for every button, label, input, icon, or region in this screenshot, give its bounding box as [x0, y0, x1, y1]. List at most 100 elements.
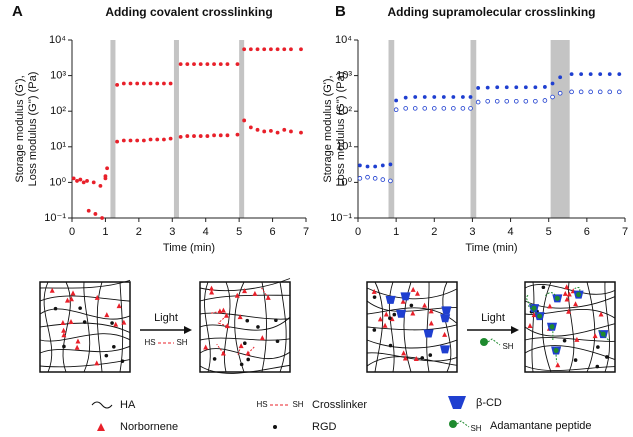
x-tick-label: 4 [203, 226, 209, 238]
data-point [262, 129, 267, 134]
legend-text: HS [256, 400, 267, 409]
ha-chain [199, 348, 291, 359]
norbornene [566, 291, 572, 297]
bcd [440, 345, 451, 354]
data-point [212, 133, 216, 138]
norbornene [220, 307, 226, 313]
data-point [485, 85, 490, 90]
peptide [545, 292, 558, 299]
data-point [192, 134, 196, 138]
data-point [299, 47, 303, 52]
rgd [112, 344, 116, 349]
data-point [365, 174, 370, 180]
data-point [235, 62, 240, 67]
norbornene [566, 308, 572, 314]
rgd [275, 339, 280, 344]
ha-chain [199, 337, 291, 341]
ha-chain [39, 345, 131, 354]
norbornene [562, 290, 568, 296]
data-point [141, 81, 146, 86]
data-point [128, 81, 133, 86]
bcd [385, 295, 396, 304]
ha-chain [366, 324, 458, 331]
data-point [192, 62, 196, 67]
data-point [388, 162, 393, 167]
bcd-icon [448, 396, 466, 409]
data-point [542, 98, 548, 103]
data-point [394, 98, 399, 103]
data-point [255, 47, 260, 52]
norbornene [410, 286, 416, 292]
data-point [543, 85, 547, 89]
data-point [248, 47, 253, 52]
shaded-span [173, 40, 179, 218]
crosslinker [217, 315, 227, 324]
peptide [551, 323, 554, 341]
rgd [562, 338, 567, 343]
data-point [523, 85, 528, 90]
ha-chain [62, 281, 71, 373]
data-point [579, 72, 584, 77]
norbornene [422, 302, 428, 308]
data-point [205, 134, 210, 138]
sh-label: SH [176, 338, 187, 347]
norbornene [414, 290, 420, 296]
x-tick-label: 2 [136, 226, 142, 238]
norbornene [60, 320, 66, 326]
norbornene [573, 301, 579, 307]
norbornene [564, 296, 570, 302]
ha-chain [199, 278, 291, 292]
norbornene [531, 312, 537, 318]
ha-chain [403, 281, 412, 373]
data-point [504, 85, 509, 90]
crosslinker [218, 322, 228, 327]
data-point [212, 62, 216, 67]
data-point [476, 86, 481, 90]
data-point [523, 98, 529, 104]
ha-chain [96, 281, 103, 373]
data-point [162, 137, 166, 142]
data-point [242, 47, 247, 52]
data-point [141, 138, 146, 143]
data-point [494, 98, 500, 104]
norbornene [413, 356, 419, 362]
rgd [53, 306, 58, 311]
ha-chain [83, 281, 91, 373]
ha-chain [531, 281, 535, 373]
x-tick-label: 1 [393, 226, 399, 238]
rgd [541, 285, 546, 290]
data-point [162, 81, 166, 86]
ha-chain [199, 294, 291, 302]
data-point [451, 106, 456, 111]
adamantane-icon [480, 338, 488, 346]
y-tick-label: 10⁻¹ [330, 212, 352, 224]
norbornene [209, 289, 215, 295]
rgd [274, 318, 278, 323]
data-point [460, 106, 466, 111]
norbornene [94, 360, 100, 366]
norbornene [61, 332, 67, 338]
data-point [86, 208, 91, 213]
data-point [93, 212, 98, 216]
ha-chain [604, 281, 610, 373]
rgd [372, 328, 377, 332]
data-point [225, 62, 230, 67]
rgd [596, 345, 600, 349]
data-point [255, 127, 260, 132]
data-point [178, 134, 183, 139]
data-point [155, 81, 160, 86]
x-tick-label: 6 [270, 226, 276, 238]
data-point [380, 177, 386, 182]
x-tick-label: 3 [169, 226, 175, 238]
shaded-span [388, 40, 395, 218]
norbornene [382, 322, 388, 328]
legend-text: RGD [312, 421, 337, 433]
rgd [245, 318, 250, 323]
axis [357, 40, 625, 219]
data-point [460, 95, 465, 99]
data-point [289, 129, 293, 134]
norbornene [442, 331, 448, 337]
ha-chain [39, 308, 131, 320]
norbornene [94, 294, 100, 300]
